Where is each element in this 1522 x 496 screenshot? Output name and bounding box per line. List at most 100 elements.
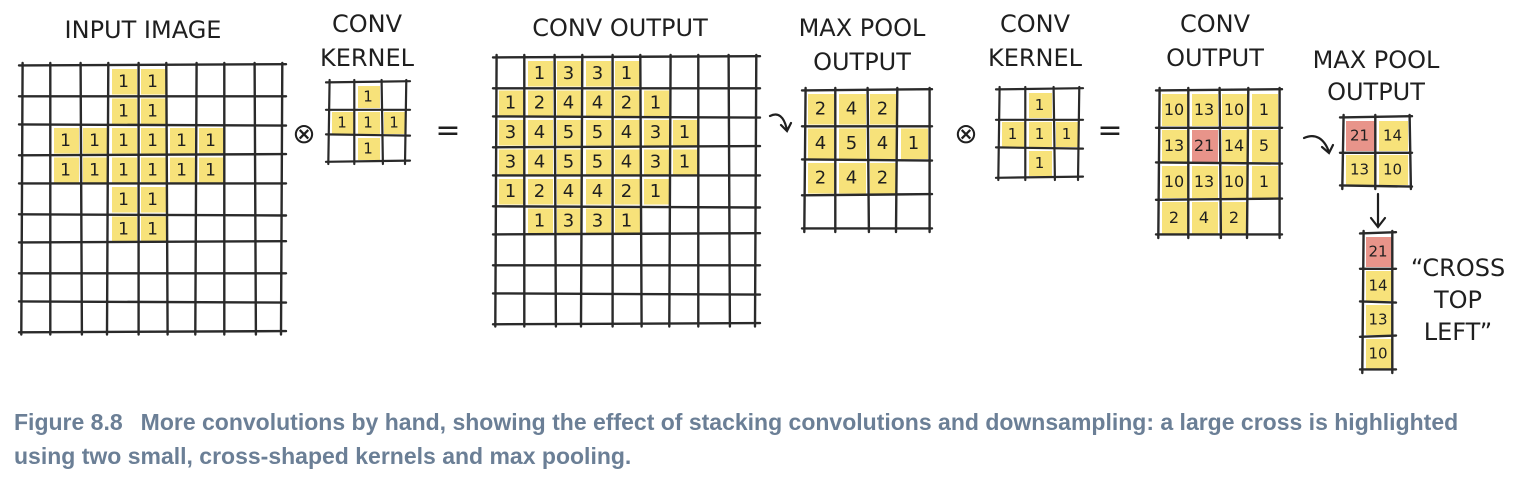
cell-fill <box>112 128 137 154</box>
grid-line <box>1358 334 1398 338</box>
grid-line <box>1358 230 1398 235</box>
cell-fill <box>199 157 224 183</box>
caption-text: More convolutions by hand, showing the e… <box>14 409 1459 469</box>
cell-value: 2 <box>1229 208 1239 227</box>
cell-fill <box>499 179 524 205</box>
grid-line <box>1052 85 1057 182</box>
cell-value: 1 <box>534 63 545 84</box>
cell-value: 1 <box>1259 172 1269 191</box>
cell-value: 1 <box>534 211 545 232</box>
cell-value: 13 <box>1194 100 1214 119</box>
cell-fill <box>1029 93 1052 118</box>
cell-value: 2 <box>621 181 632 202</box>
cell-fill <box>1346 155 1375 185</box>
cell-value: 1 <box>205 160 216 180</box>
cell-fill <box>557 149 582 175</box>
cell-value: 10 <box>1164 100 1184 119</box>
grid-line <box>866 86 871 234</box>
cell-fill <box>199 128 224 154</box>
cell-fill <box>673 149 698 175</box>
cell-fill <box>557 120 582 146</box>
cell-fill <box>1379 121 1408 151</box>
grid-line <box>17 62 288 67</box>
cell-fill <box>1002 122 1025 147</box>
cell-value: 5 <box>846 133 857 154</box>
cell-value: 21 <box>1368 242 1387 260</box>
cell-fill <box>901 128 928 159</box>
grid-line <box>253 61 258 336</box>
grid-line <box>639 53 643 328</box>
convolution-diagram: INPUT IMAGE CONV KERNEL CONV OUTPUT MAX … <box>17 10 1505 375</box>
cell-value: 10 <box>1224 172 1244 191</box>
cell-fill <box>499 90 524 116</box>
cell-fill <box>839 163 866 194</box>
cell-fill <box>528 120 553 146</box>
cell-fill <box>54 157 79 183</box>
equals-symbol-1: = <box>435 113 460 148</box>
cell-value: 4 <box>563 181 574 202</box>
cell-fill <box>141 216 166 242</box>
cell-value: 4 <box>534 152 545 173</box>
cell-fill <box>1192 166 1218 198</box>
grid-line <box>727 53 732 328</box>
cell-fill <box>1029 151 1052 176</box>
cell-value: 1 <box>908 133 919 154</box>
cell-value: 13 <box>1194 172 1214 191</box>
input-image-grid: 1 11 11 1 1 1 1 11 1 1 1 1 11 11 1 <box>17 61 288 336</box>
cell-value: 2 <box>621 93 632 114</box>
cell-value: 14 <box>1224 136 1244 155</box>
grid-line <box>1341 113 1345 191</box>
conv2-title-line2: OUTPUT <box>1166 44 1264 72</box>
cell-fill <box>112 187 137 213</box>
cell-fill <box>1162 166 1188 198</box>
cell-value: 2 <box>815 99 826 120</box>
cell-fill <box>170 128 195 154</box>
cell-value: 5 <box>563 122 574 143</box>
max-cell-fill <box>1192 130 1218 162</box>
cell-value: 5 <box>1259 136 1269 155</box>
cell-value: 4 <box>621 122 632 143</box>
cell-fill <box>141 98 166 124</box>
grid-line <box>491 55 762 59</box>
conv2-title-line1: CONV <box>1180 10 1251 38</box>
cell-value: 10 <box>1383 160 1402 178</box>
grid-line <box>20 61 24 336</box>
cell-fill <box>1222 166 1248 198</box>
cell-fill <box>615 61 640 87</box>
grid-line <box>17 239 288 244</box>
cell-fill <box>528 149 553 175</box>
kernel2-title-line2: KERNEL <box>988 44 1083 72</box>
cell-value: 1 <box>118 160 129 180</box>
cell-fill <box>557 208 582 234</box>
cell-value: 1 <box>89 131 100 151</box>
cell-value: 4 <box>815 133 826 154</box>
grid-line <box>1157 86 1161 240</box>
cell-fill <box>1366 339 1392 369</box>
cell-fill <box>1162 94 1188 126</box>
cell-value: 4 <box>592 181 603 202</box>
grid-line <box>491 144 762 149</box>
cell-fill <box>615 179 640 205</box>
cell-value: 13 <box>1350 160 1369 178</box>
cell-fill <box>528 90 553 116</box>
max-cell-fill <box>1366 237 1392 267</box>
cell-value: 1 <box>176 131 187 151</box>
cell-fill <box>83 157 108 183</box>
cell-value: 3 <box>505 122 516 143</box>
grid-line <box>324 133 412 137</box>
cell-value: 1 <box>363 139 373 157</box>
cell-value: 1 <box>505 93 516 114</box>
cell-fill <box>528 61 553 87</box>
cell-fill <box>557 90 582 116</box>
grid-line <box>1076 85 1081 182</box>
grid-line <box>553 53 558 328</box>
kernel1-title-line2: KERNEL <box>320 44 415 72</box>
grid-line <box>17 213 288 217</box>
cell-fill <box>141 157 166 183</box>
cell-value: 13 <box>1368 310 1387 328</box>
cell-value: 14 <box>1368 276 1387 294</box>
cell-value: 1 <box>118 219 129 239</box>
result-label-line2: TOP <box>1433 286 1482 314</box>
cell-fill <box>586 120 611 146</box>
grid-line <box>491 115 762 119</box>
